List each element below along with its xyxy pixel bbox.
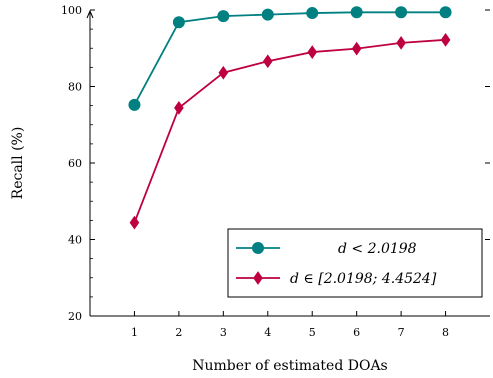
- data-point: [173, 17, 184, 28]
- data-point: [352, 43, 360, 55]
- data-point: [441, 34, 449, 46]
- data-point: [262, 9, 273, 20]
- x-tick-label: 6: [353, 326, 360, 339]
- y-tick-label: 20: [68, 310, 82, 323]
- data-point: [175, 102, 183, 114]
- data-point: [264, 55, 272, 67]
- legend-label: d ∈ [2.0198; 4.4524]: [290, 271, 437, 287]
- data-point: [440, 7, 451, 18]
- series-2: [130, 34, 450, 229]
- x-tick-label: 1: [131, 326, 138, 339]
- data-point: [218, 11, 229, 22]
- legend: d < 2.0198 d ∈ [2.0198; 4.4524]: [228, 229, 482, 297]
- data-point: [219, 67, 227, 79]
- data-point: [130, 217, 138, 229]
- x-axis-title: Number of estimated DOAs: [192, 358, 388, 374]
- legend-label: d < 2.0198: [338, 241, 417, 257]
- x-tick-label: 2: [175, 326, 182, 339]
- x-tick-label: 7: [398, 326, 405, 339]
- y-tick-label: 100: [61, 4, 82, 17]
- legend-marker: [253, 243, 264, 254]
- data-point: [397, 37, 405, 49]
- data-point: [308, 46, 316, 58]
- series-layer: [129, 7, 451, 229]
- y-axis-title: Recall (%): [10, 127, 26, 200]
- x-tick-label: 3: [220, 326, 227, 339]
- series-1: [129, 7, 451, 111]
- y-tick-label: 40: [68, 234, 82, 247]
- data-point: [351, 7, 362, 18]
- data-point: [307, 8, 318, 19]
- y-tick-label: 60: [68, 157, 82, 170]
- data-point: [129, 99, 140, 110]
- series-line: [134, 40, 445, 223]
- data-point: [396, 7, 407, 18]
- x-axis-ticks: 1 2 3 4 5 6 7 8: [131, 311, 449, 339]
- x-tick-label: 8: [442, 326, 449, 339]
- y-tick-label: 80: [68, 81, 82, 94]
- x-tick-label: 4: [264, 326, 271, 339]
- x-tick-label: 5: [309, 326, 316, 339]
